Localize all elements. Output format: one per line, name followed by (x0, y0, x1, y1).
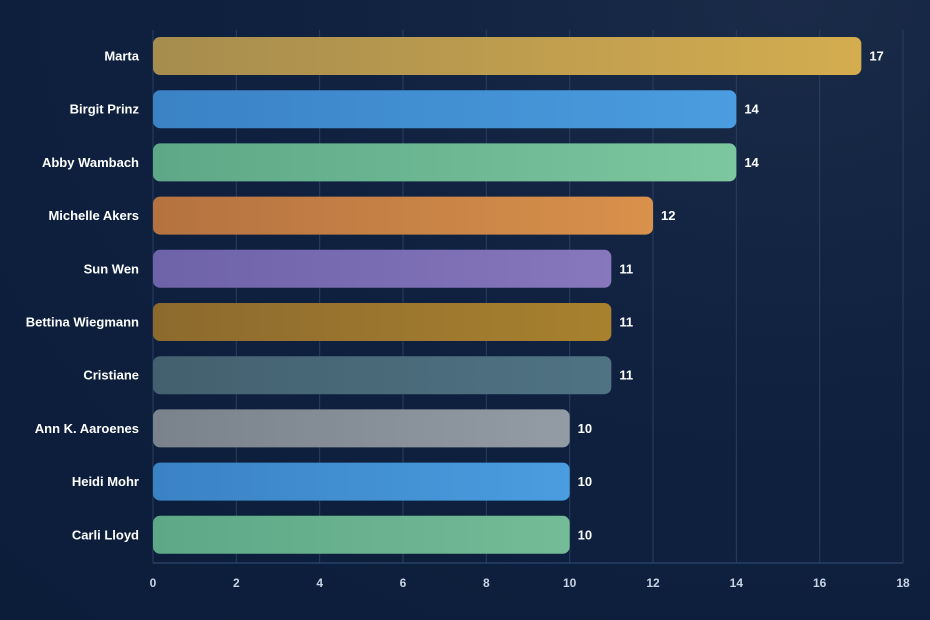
category-label: Ann K. Aaroenes (35, 421, 139, 436)
bar (153, 249, 612, 288)
value-label: 11 (619, 261, 633, 276)
value-label: 10 (578, 527, 592, 542)
labels-layer: Marta 17 Birgit Prinz 14 Abby Wambach 14 Miche… (26, 49, 884, 543)
bars-layer (153, 37, 862, 554)
category-label: Sun Wen (84, 261, 139, 276)
x-tick-label: 12 (646, 576, 660, 590)
bar (153, 143, 737, 182)
category-label: Heidi Mohr (72, 474, 139, 489)
value-label: 14 (744, 102, 759, 117)
x-tick-label: 14 (730, 576, 744, 590)
category-label: Bettina Wiegmann (26, 315, 139, 330)
value-label: 10 (578, 474, 592, 489)
value-label: 11 (619, 315, 633, 330)
category-label: Birgit Prinz (70, 102, 140, 117)
x-axis: 0 2 4 6 8 10 12 14 16 18 (150, 562, 910, 590)
x-tick-label: 6 (400, 576, 407, 590)
value-label: 14 (744, 155, 759, 170)
category-label: Marta (104, 49, 139, 64)
x-tick-label: 2 (233, 576, 240, 590)
category-label: Abby Wambach (42, 155, 139, 170)
bar (153, 196, 653, 235)
bar (153, 409, 570, 448)
category-label: Michelle Akers (48, 208, 139, 223)
x-tick-label: 16 (813, 576, 827, 590)
bar (153, 90, 737, 129)
value-label: 10 (578, 421, 592, 436)
value-label: 12 (661, 208, 675, 223)
bar (153, 356, 612, 395)
x-tick-label: 4 (316, 576, 323, 590)
x-tick-label: 8 (483, 576, 490, 590)
bar (153, 515, 570, 554)
x-tick-label: 0 (150, 576, 157, 590)
bar (153, 303, 612, 341)
x-tick-label: 10 (563, 576, 577, 590)
bar (153, 37, 862, 75)
category-label: Carli Lloyd (72, 527, 139, 542)
value-label: 17 (869, 49, 883, 64)
category-label: Cristiane (83, 368, 139, 383)
x-tick-label: 18 (896, 576, 910, 590)
bar (153, 462, 570, 501)
value-label: 11 (619, 368, 633, 383)
